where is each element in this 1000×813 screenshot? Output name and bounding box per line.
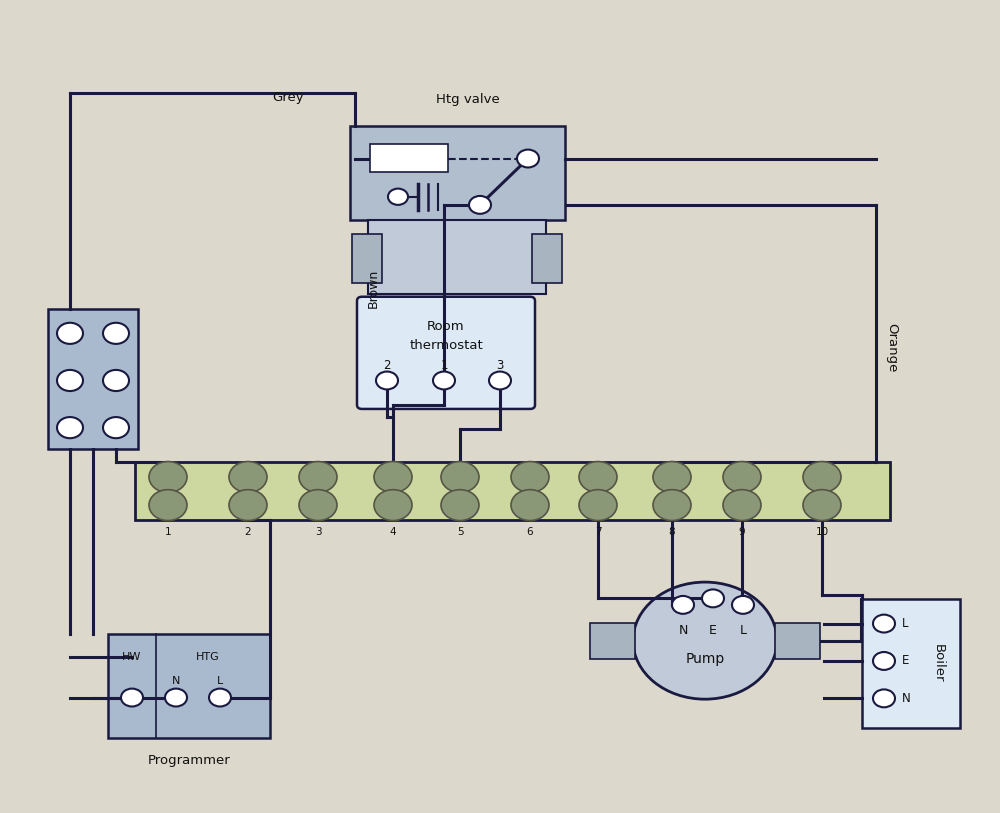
Text: 2: 2 bbox=[383, 359, 391, 372]
Bar bbox=[862, 599, 960, 728]
Circle shape bbox=[165, 689, 187, 706]
Circle shape bbox=[653, 489, 691, 520]
Circle shape bbox=[374, 489, 412, 520]
Text: L: L bbox=[217, 676, 223, 686]
Circle shape bbox=[469, 196, 491, 214]
Text: 3: 3 bbox=[315, 527, 321, 537]
Circle shape bbox=[57, 370, 83, 391]
FancyBboxPatch shape bbox=[357, 297, 535, 409]
Bar bbox=[370, 144, 448, 172]
Bar bbox=[352, 234, 382, 283]
Circle shape bbox=[579, 462, 617, 493]
Circle shape bbox=[723, 489, 761, 520]
Circle shape bbox=[873, 652, 895, 670]
Text: Orange: Orange bbox=[886, 324, 898, 372]
Bar bbox=[108, 634, 270, 738]
Text: L: L bbox=[902, 617, 908, 630]
Circle shape bbox=[489, 372, 511, 389]
Circle shape bbox=[433, 372, 455, 389]
Text: Boiler: Boiler bbox=[932, 644, 944, 683]
Circle shape bbox=[229, 462, 267, 493]
Bar bbox=[532, 234, 562, 283]
Circle shape bbox=[209, 689, 231, 706]
Text: Programmer: Programmer bbox=[148, 754, 230, 767]
Circle shape bbox=[57, 323, 83, 344]
Text: E: E bbox=[709, 624, 717, 637]
Text: N: N bbox=[902, 692, 911, 705]
Circle shape bbox=[441, 489, 479, 520]
Circle shape bbox=[653, 462, 691, 493]
Bar bbox=[48, 309, 138, 449]
Circle shape bbox=[121, 689, 143, 706]
Text: Htg valve: Htg valve bbox=[436, 93, 500, 106]
Text: N: N bbox=[172, 676, 180, 686]
Circle shape bbox=[732, 596, 754, 614]
Bar bbox=[590, 623, 635, 659]
Circle shape bbox=[103, 417, 129, 438]
Bar bbox=[350, 126, 565, 220]
Circle shape bbox=[579, 489, 617, 520]
Text: L: L bbox=[740, 624, 746, 637]
Text: Room: Room bbox=[427, 320, 465, 333]
Text: 5: 5 bbox=[457, 527, 463, 537]
Text: 9: 9 bbox=[739, 527, 745, 537]
Circle shape bbox=[299, 489, 337, 520]
Text: HTG: HTG bbox=[196, 652, 220, 662]
Circle shape bbox=[672, 596, 694, 614]
Text: 1: 1 bbox=[165, 527, 171, 537]
Text: E: E bbox=[902, 654, 909, 667]
Circle shape bbox=[441, 462, 479, 493]
Text: 7: 7 bbox=[595, 527, 601, 537]
Text: Pump: Pump bbox=[685, 651, 725, 666]
Circle shape bbox=[803, 462, 841, 493]
Bar bbox=[368, 220, 546, 294]
Circle shape bbox=[633, 582, 777, 699]
Text: 3: 3 bbox=[496, 359, 504, 372]
Circle shape bbox=[803, 489, 841, 520]
Text: Brown: Brown bbox=[366, 269, 380, 308]
Text: Grey: Grey bbox=[272, 91, 304, 104]
Text: 8: 8 bbox=[669, 527, 675, 537]
Circle shape bbox=[873, 615, 895, 633]
Circle shape bbox=[702, 589, 724, 607]
Text: N: N bbox=[678, 624, 688, 637]
Circle shape bbox=[517, 150, 539, 167]
Circle shape bbox=[57, 417, 83, 438]
Circle shape bbox=[376, 372, 398, 389]
Circle shape bbox=[374, 462, 412, 493]
Circle shape bbox=[511, 462, 549, 493]
Text: 10: 10 bbox=[815, 527, 829, 537]
Text: 6: 6 bbox=[527, 527, 533, 537]
Circle shape bbox=[388, 189, 408, 205]
Circle shape bbox=[723, 462, 761, 493]
Bar bbox=[775, 623, 820, 659]
Circle shape bbox=[299, 462, 337, 493]
Text: 4: 4 bbox=[390, 527, 396, 537]
Text: 1: 1 bbox=[440, 359, 448, 372]
Circle shape bbox=[873, 689, 895, 707]
Text: HW: HW bbox=[122, 652, 142, 662]
Circle shape bbox=[511, 489, 549, 520]
Bar bbox=[135, 462, 890, 520]
Circle shape bbox=[229, 489, 267, 520]
Text: thermostat: thermostat bbox=[409, 339, 483, 352]
Circle shape bbox=[103, 323, 129, 344]
Text: 2: 2 bbox=[245, 527, 251, 537]
Circle shape bbox=[149, 489, 187, 520]
Circle shape bbox=[149, 462, 187, 493]
Circle shape bbox=[103, 370, 129, 391]
